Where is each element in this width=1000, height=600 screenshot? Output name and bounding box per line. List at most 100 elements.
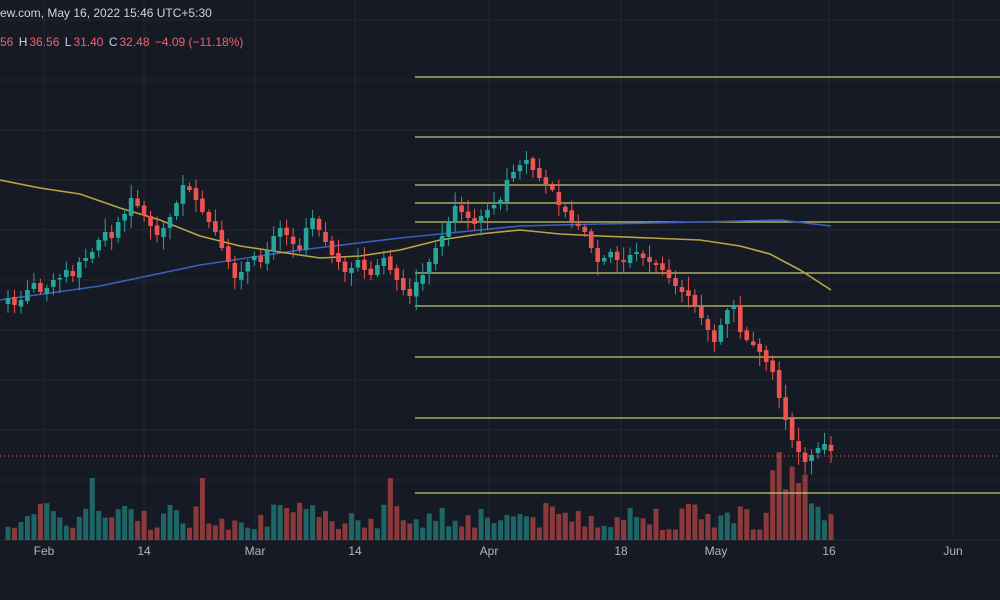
candle-body-0 bbox=[5, 298, 11, 304]
volume-bar-70 bbox=[459, 526, 465, 540]
close-label: C bbox=[108, 35, 118, 49]
volume-bar-28 bbox=[186, 527, 192, 540]
volume-bar-57 bbox=[374, 528, 380, 540]
candle-body-101 bbox=[660, 263, 665, 270]
volume-bar-63 bbox=[413, 519, 419, 540]
volume-bar-107 bbox=[698, 519, 704, 540]
candle-body-33 bbox=[219, 230, 225, 248]
volume-bar-65 bbox=[426, 513, 432, 540]
volume-bar-89 bbox=[582, 526, 588, 540]
volume-bar-12 bbox=[83, 508, 89, 540]
candle-body-68 bbox=[446, 222, 451, 237]
candle-body-31 bbox=[206, 211, 212, 222]
volume-bar-62 bbox=[407, 523, 413, 540]
volume-bar-98 bbox=[640, 518, 646, 540]
volume-bar-71 bbox=[465, 515, 471, 540]
candle-body-59 bbox=[388, 256, 393, 270]
candle-body-39 bbox=[258, 256, 264, 262]
candle-body-49 bbox=[323, 231, 328, 242]
candle-body-107 bbox=[699, 306, 704, 318]
candle-body-123 bbox=[802, 452, 808, 462]
candle-body-21 bbox=[141, 205, 147, 215]
volume-bar-126 bbox=[822, 520, 828, 540]
volume-bar-11 bbox=[76, 516, 82, 540]
candle-body-79 bbox=[517, 165, 523, 172]
volume-bar-48 bbox=[316, 516, 322, 540]
volume-bar-83 bbox=[543, 503, 549, 540]
candle-body-65 bbox=[426, 262, 432, 274]
candle-body-93 bbox=[608, 252, 613, 258]
candle-body-12 bbox=[83, 258, 89, 261]
candle-body-40 bbox=[264, 250, 270, 264]
volume-bar-42 bbox=[277, 505, 283, 540]
volume-bar-110 bbox=[718, 515, 724, 540]
candle-body-126 bbox=[822, 444, 827, 450]
volume-bar-127 bbox=[828, 514, 834, 540]
candle-body-78 bbox=[511, 172, 516, 179]
candle-body-47 bbox=[310, 218, 315, 230]
candle-body-115 bbox=[750, 341, 756, 345]
candle-body-50 bbox=[329, 240, 335, 255]
volume-bar-72 bbox=[472, 527, 478, 540]
volume-bar-102 bbox=[666, 529, 672, 540]
volume-bar-73 bbox=[478, 508, 484, 540]
x-tick-14-feb: 14 bbox=[137, 544, 151, 558]
volume-bar-24 bbox=[161, 513, 167, 540]
candle-body-36 bbox=[238, 272, 244, 280]
candle-body-17 bbox=[115, 222, 121, 238]
volume-bar-43 bbox=[284, 507, 290, 540]
volume-bar-20 bbox=[135, 520, 141, 540]
volume-bar-95 bbox=[621, 519, 627, 540]
symbol-source-date: ew.com, May 16, 2022 15:46 UTC+5:30 bbox=[0, 6, 212, 20]
volume-bar-121 bbox=[789, 466, 795, 540]
candle-body-92 bbox=[601, 258, 607, 262]
volume-bar-2 bbox=[18, 522, 24, 540]
candle-body-76 bbox=[498, 200, 503, 204]
candle-body-94 bbox=[614, 251, 620, 260]
volume-bar-5 bbox=[37, 503, 43, 540]
candle-body-72 bbox=[472, 218, 477, 224]
x-tick-16-may: 16 bbox=[822, 544, 836, 558]
change-value: −4.09 (−11.18%) bbox=[154, 35, 244, 49]
candle-body-60 bbox=[394, 268, 400, 280]
candle-body-14 bbox=[96, 240, 102, 251]
volume-bar-103 bbox=[672, 529, 678, 540]
candle-body-2 bbox=[18, 300, 24, 307]
volume-bar-92 bbox=[601, 525, 607, 540]
volume-bar-122 bbox=[796, 482, 802, 540]
low-value: 31.40 bbox=[73, 35, 104, 49]
candle-body-83 bbox=[543, 177, 549, 184]
candle-body-100 bbox=[653, 262, 659, 265]
candle-body-5 bbox=[38, 282, 43, 292]
candle-body-75 bbox=[491, 205, 497, 209]
x-tick-14-mar: 14 bbox=[348, 544, 362, 558]
candle-body-90 bbox=[588, 231, 594, 248]
volume-bar-67 bbox=[439, 507, 445, 540]
volume-bar-10 bbox=[70, 527, 76, 540]
volume-bar-35 bbox=[232, 520, 238, 540]
volume-bar-88 bbox=[575, 510, 581, 540]
volume-bar-100 bbox=[653, 508, 659, 540]
volume-bar-40 bbox=[264, 526, 270, 540]
candle-body-61 bbox=[400, 278, 406, 290]
volume-bar-50 bbox=[329, 521, 335, 540]
x-tick-may: May bbox=[704, 544, 728, 558]
candle-body-70 bbox=[459, 205, 464, 212]
candle-body-99 bbox=[647, 256, 652, 262]
ma-slow-line bbox=[0, 219, 832, 301]
candle-body-32 bbox=[213, 221, 218, 232]
high-value: 36.56 bbox=[29, 35, 60, 49]
candle-body-27 bbox=[180, 185, 186, 204]
candle-body-42 bbox=[277, 228, 283, 237]
candle-body-13 bbox=[89, 252, 95, 259]
candle-body-84 bbox=[550, 185, 555, 190]
chart-grid bbox=[0, 0, 1000, 541]
volume-bar-7 bbox=[50, 511, 56, 540]
candle-body-104 bbox=[679, 287, 685, 292]
candle-body-106 bbox=[692, 294, 698, 306]
candle-body-121 bbox=[789, 418, 795, 440]
candle-body-108 bbox=[705, 319, 711, 330]
candle-body-16 bbox=[109, 231, 114, 238]
candle-body-109 bbox=[712, 330, 717, 342]
